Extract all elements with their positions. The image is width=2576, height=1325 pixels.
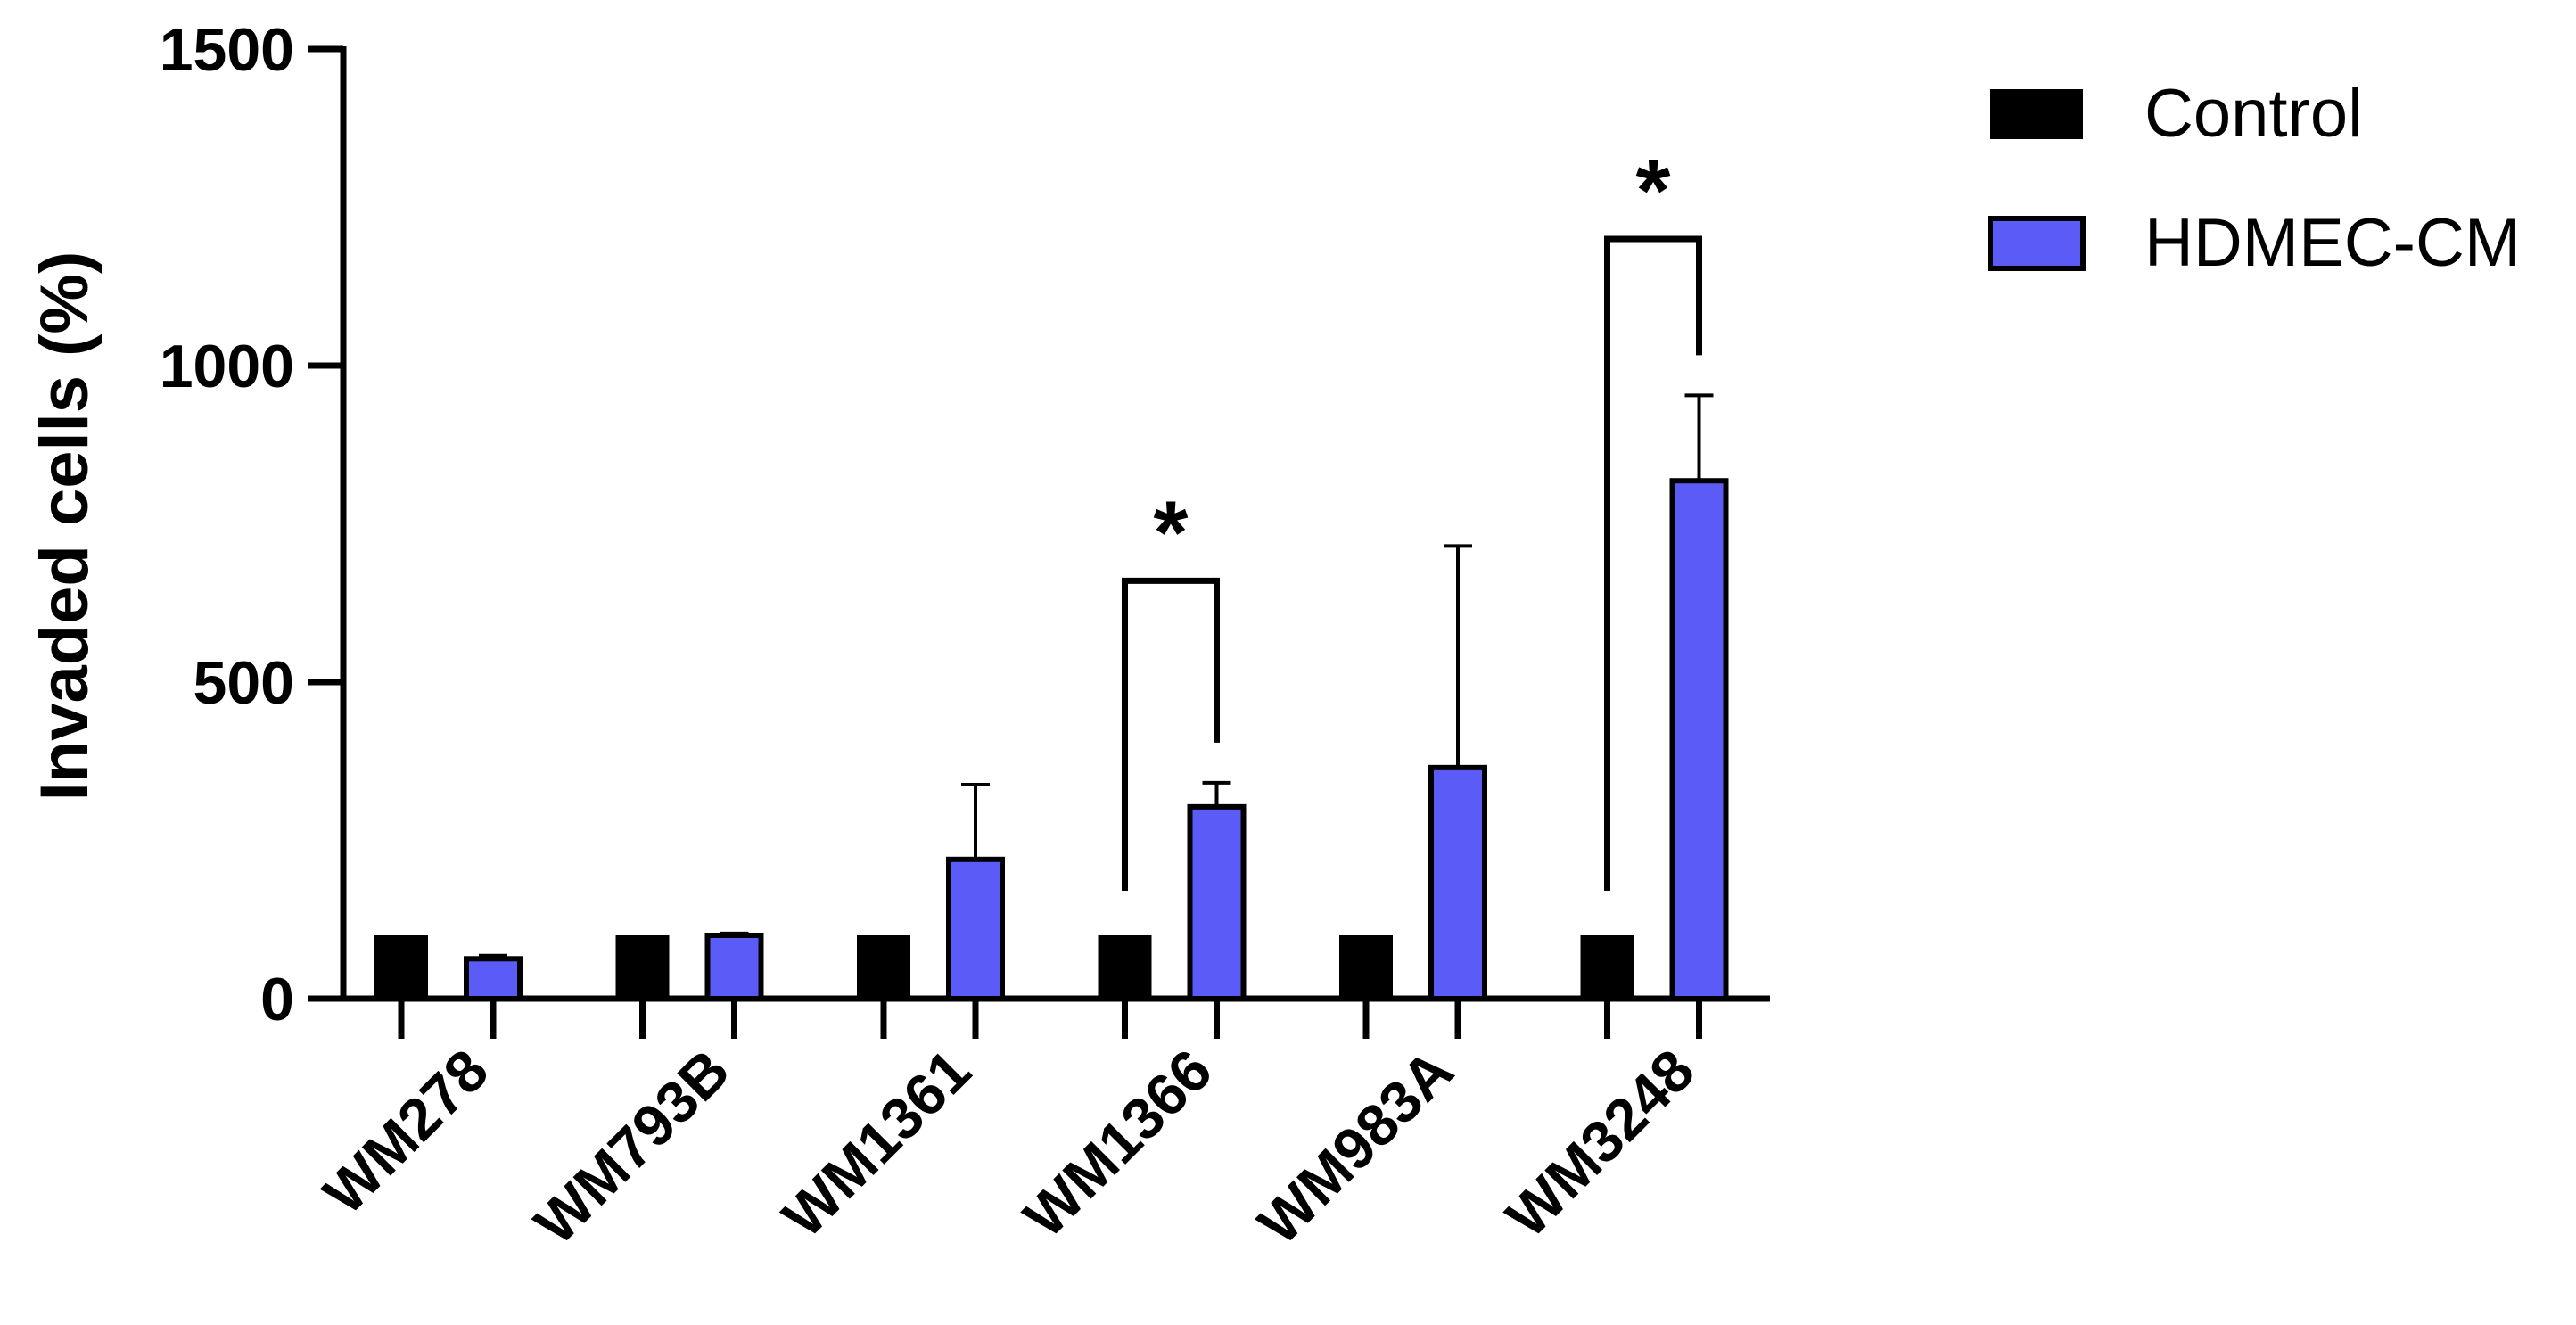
legend-label-treatment: HDMEC-CM [2144, 205, 2521, 281]
significance-star: * [1636, 141, 1671, 241]
bar-control-wm983a [1339, 935, 1393, 999]
x-tick-label: WM793B [522, 1037, 742, 1257]
legend-swatch-control [1990, 89, 2083, 139]
bar-treatment-wm3248 [1669, 478, 1729, 1001]
bar-treatment-wm1361 [946, 856, 1005, 1001]
bar-treatment-wm793b [704, 933, 764, 1001]
y-tick-label: 1000 [160, 333, 294, 400]
bar-control-wm1361 [857, 935, 910, 999]
legend: Control HDMEC-CM [1988, 76, 2521, 281]
significance-bracket [1604, 235, 1702, 891]
y-axis-label: Invaded cells (%) [27, 251, 103, 802]
significance-bracket [1122, 577, 1220, 891]
y-tick-label: 1500 [160, 16, 294, 84]
bar-control-wm278 [374, 935, 428, 999]
y-tick-label: 0 [260, 966, 294, 1033]
significance-star: * [1154, 482, 1189, 582]
bar-treatment-wm983a [1428, 764, 1487, 1001]
significance-annotations: ** [1122, 141, 1702, 891]
legend-label-control: Control [2144, 76, 2363, 152]
x-tick-label: WM1366 [1011, 1037, 1224, 1250]
bars [374, 393, 1729, 1002]
bar-control-wm3248 [1580, 935, 1634, 999]
legend-swatch-treatment [1988, 216, 2086, 271]
axes: 0 500 1000 1500 Invaded cells (%) WM278 WM793B… [27, 16, 1770, 1256]
x-tick-label: WM3248 [1494, 1037, 1707, 1250]
x-tick-label: WM278 [310, 1037, 500, 1227]
x-tick-label: WM983A [1246, 1037, 1466, 1257]
bar-control-wm1366 [1098, 935, 1152, 999]
y-tick-label: 500 [193, 649, 294, 717]
bar-control-wm793b [615, 935, 670, 999]
bar-treatment-wm278 [464, 956, 523, 1002]
x-tick-label: WM1361 [770, 1037, 983, 1250]
bar-treatment-wm1366 [1187, 803, 1247, 1001]
